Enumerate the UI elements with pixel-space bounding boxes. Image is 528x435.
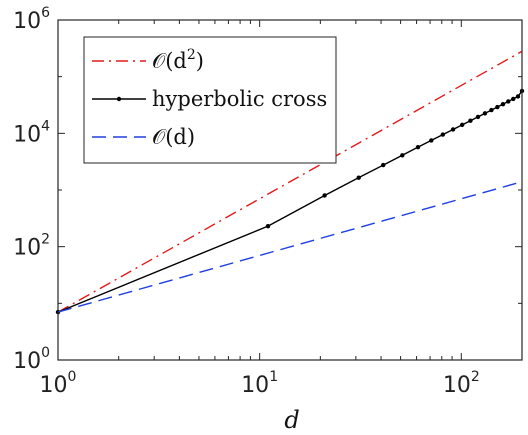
y-tick-label-exponent: 2 bbox=[41, 232, 50, 248]
data-point bbox=[506, 99, 511, 104]
data-point bbox=[265, 223, 271, 229]
y-tick-label-exponent: 4 bbox=[41, 118, 50, 134]
data-point bbox=[459, 122, 465, 128]
series-line-1 bbox=[57, 50, 523, 313]
y-tick-label: 100 bbox=[13, 345, 50, 374]
x-tick-label-exponent: 2 bbox=[471, 369, 480, 385]
y-tick-label-base: 10 bbox=[13, 9, 41, 34]
legend: 𝒪(d2) hyperbolic cross 𝒪(d) bbox=[83, 36, 337, 164]
legend-label-main: 𝒪(d) bbox=[152, 125, 195, 149]
x-tick-label-base: 10 bbox=[40, 373, 68, 398]
data-point bbox=[322, 193, 327, 198]
data-point bbox=[511, 96, 516, 102]
y-tick-label-base: 10 bbox=[13, 236, 41, 261]
data-point bbox=[500, 101, 506, 107]
legend-label: 𝒪(d) bbox=[152, 125, 195, 149]
y-tick-label-exponent: 6 bbox=[41, 5, 50, 21]
legend-label: 𝒪(d2) bbox=[152, 47, 204, 73]
data-point bbox=[468, 118, 473, 123]
legend-label: hyperbolic cross bbox=[152, 87, 327, 111]
data-point bbox=[450, 127, 456, 132]
series-line-3 bbox=[57, 181, 523, 313]
series-layer bbox=[55, 50, 525, 315]
x-tick-label: 102 bbox=[443, 369, 480, 398]
data-point bbox=[381, 162, 386, 168]
data-point bbox=[429, 138, 434, 143]
data-point bbox=[489, 107, 494, 113]
x-tick-label: 101 bbox=[241, 369, 278, 398]
data-point bbox=[475, 114, 481, 120]
legend-label-main: hyperbolic cross bbox=[152, 87, 327, 111]
legend-label-main: 𝒪(d bbox=[152, 49, 187, 73]
x-tick-label: 100 bbox=[40, 369, 77, 398]
data-point bbox=[482, 111, 488, 116]
y-tick-label: 106 bbox=[13, 5, 50, 34]
x-tick-label-base: 10 bbox=[241, 373, 269, 398]
data-point bbox=[440, 132, 446, 137]
x-tick-label-exponent: 0 bbox=[68, 369, 77, 385]
data-point bbox=[415, 144, 421, 150]
y-tick-label-exponent: 0 bbox=[41, 345, 50, 361]
data-point bbox=[356, 175, 361, 180]
y-tick-label-base: 10 bbox=[13, 349, 41, 374]
y-tick-label: 104 bbox=[13, 118, 50, 147]
x-axis-label: d bbox=[284, 406, 299, 434]
y-tick-label: 102 bbox=[13, 232, 50, 261]
x-tick-label-exponent: 1 bbox=[269, 369, 278, 385]
legend-box bbox=[83, 36, 337, 164]
x-tick-label-base: 10 bbox=[443, 373, 471, 398]
data-point bbox=[400, 153, 405, 158]
y-tick-label-base: 10 bbox=[13, 122, 41, 147]
data-point bbox=[495, 104, 500, 110]
legend-marker bbox=[116, 96, 122, 102]
data-point bbox=[515, 94, 521, 99]
legend-label-exponent: 2 bbox=[187, 47, 196, 63]
legend-label-tail: ) bbox=[196, 49, 204, 73]
